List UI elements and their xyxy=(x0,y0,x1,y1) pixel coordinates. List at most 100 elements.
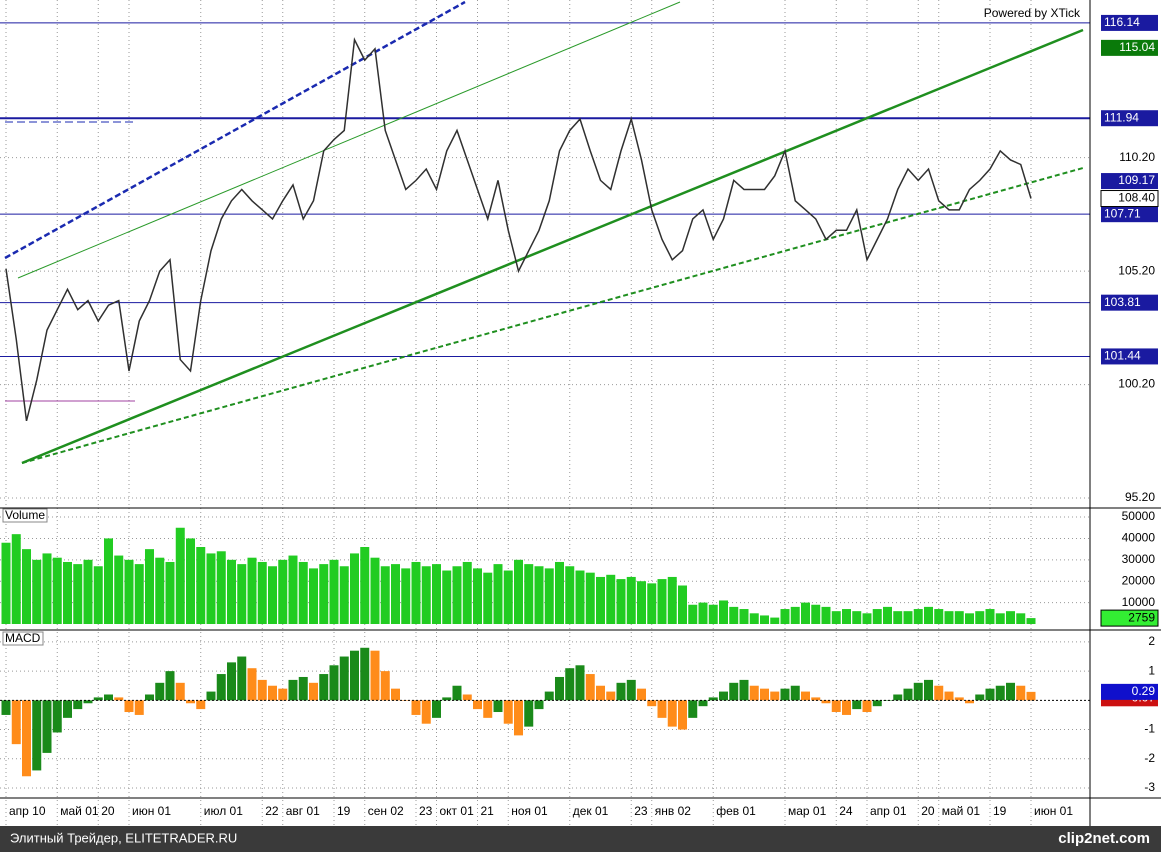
panel-title: MACD xyxy=(5,631,41,645)
bar xyxy=(801,691,810,701)
bar xyxy=(770,691,780,701)
level-label-box xyxy=(1101,206,1158,223)
bar xyxy=(565,566,575,624)
bar xyxy=(1016,613,1026,624)
bar xyxy=(196,547,206,624)
bar xyxy=(257,561,267,624)
x-tick-label: окт 01 xyxy=(440,804,475,818)
bar xyxy=(309,682,318,701)
bar xyxy=(216,551,226,624)
x-tick-label: 23 xyxy=(634,804,648,818)
trend-line xyxy=(21,28,1084,465)
bar xyxy=(257,679,267,701)
bar xyxy=(903,611,913,624)
bar xyxy=(124,700,134,713)
bar xyxy=(114,555,124,624)
bar xyxy=(483,572,493,624)
watermark: Powered by XTick xyxy=(984,6,1081,20)
bar xyxy=(626,679,636,701)
bar xyxy=(1026,618,1036,624)
x-tick-label: 19 xyxy=(993,804,1007,818)
bar xyxy=(329,665,339,701)
bar xyxy=(944,611,954,624)
bar xyxy=(790,606,800,624)
marker-label: 2759 xyxy=(1128,610,1155,624)
footer-bar xyxy=(0,826,1161,852)
bar xyxy=(124,559,134,624)
bar xyxy=(473,700,482,710)
bar xyxy=(186,538,195,624)
y-tick-label: 110.20 xyxy=(1119,150,1155,164)
bar xyxy=(862,700,872,713)
bar xyxy=(534,700,544,710)
bar xyxy=(145,549,154,624)
bar xyxy=(134,700,144,715)
footer-text: Элитный Трейдер, ELITETRADER.RU xyxy=(10,830,237,845)
bar xyxy=(11,700,21,745)
bar xyxy=(749,685,759,701)
trend-lines xyxy=(4,0,1084,465)
bar xyxy=(309,568,318,624)
bar xyxy=(196,700,206,710)
bar xyxy=(421,700,431,724)
bar xyxy=(52,557,62,624)
x-tick-label: авг 01 xyxy=(286,804,320,818)
bar xyxy=(883,700,892,701)
bar xyxy=(862,613,872,624)
x-tick-label: 20 xyxy=(101,804,115,818)
bar xyxy=(339,566,349,624)
bar xyxy=(1006,611,1015,624)
y-tick-label: 50000 xyxy=(1122,509,1156,523)
marker-box xyxy=(1101,173,1158,190)
bar xyxy=(544,568,554,624)
bar xyxy=(749,613,759,624)
bar xyxy=(637,688,646,701)
x-tick-label: апр 01 xyxy=(870,804,907,818)
y-tick-label: -3 xyxy=(1144,780,1155,794)
bar xyxy=(452,685,462,701)
bar xyxy=(965,700,974,704)
bar xyxy=(411,561,421,624)
x-tick-label: 23 xyxy=(419,804,433,818)
y-tick-label: 40000 xyxy=(1122,531,1156,545)
bar xyxy=(63,700,72,718)
bar xyxy=(216,674,226,701)
bar xyxy=(647,583,657,624)
bar xyxy=(913,609,923,624)
bar xyxy=(585,572,595,624)
x-tick-label: сен 02 xyxy=(368,804,404,818)
panel-title: Volume xyxy=(5,508,45,522)
bar xyxy=(175,527,185,624)
x-tick-label: май 01 xyxy=(942,804,981,818)
bar xyxy=(585,674,595,701)
bar xyxy=(524,700,534,727)
bar xyxy=(278,559,288,624)
x-tick-label: янв 02 xyxy=(655,804,692,818)
bar xyxy=(493,564,503,624)
y-tick-label: -2 xyxy=(1144,751,1155,765)
bar xyxy=(350,650,359,701)
bar xyxy=(934,685,944,701)
bar xyxy=(801,602,810,624)
bar xyxy=(1026,691,1036,701)
bar xyxy=(954,697,964,701)
bar xyxy=(391,688,400,701)
bar xyxy=(698,602,708,624)
panel-title-box xyxy=(2,631,44,646)
bar xyxy=(93,566,103,624)
bar xyxy=(975,611,985,624)
x-tick-label: 19 xyxy=(337,804,351,818)
channel-line xyxy=(4,0,466,260)
bar xyxy=(52,700,62,733)
bar xyxy=(872,700,882,707)
x-tick-label: ноя 01 xyxy=(511,804,548,818)
bar xyxy=(175,682,185,701)
bar xyxy=(708,697,718,701)
bar xyxy=(22,700,31,777)
level-label: 107.71 xyxy=(1104,206,1141,220)
bar xyxy=(985,609,995,624)
bar xyxy=(93,697,103,701)
bar xyxy=(186,700,195,704)
